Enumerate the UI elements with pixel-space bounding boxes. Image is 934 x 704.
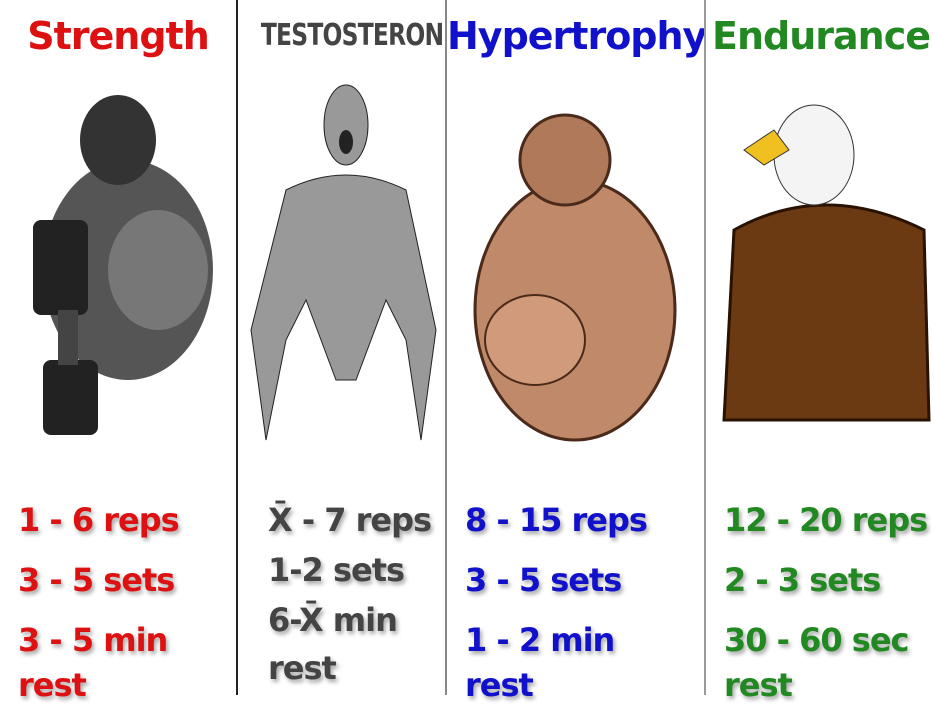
rest-label: rest <box>268 649 337 687</box>
rest-time-text: 6-X̄ min <box>268 601 398 639</box>
muscular-pitbull-image <box>473 113 677 442</box>
gorilla-with-dumbbell-image <box>33 95 213 435</box>
column-title: Strength <box>27 14 210 58</box>
column-strength: Strength 1 - 6 reps 3 - 5 sets 3 - 5 min… <box>0 0 236 704</box>
reps-text: 8 - 15 reps <box>465 501 648 539</box>
sets-text: 3 - 5 sets <box>465 561 622 599</box>
column-title: Hypertrophy <box>447 14 707 58</box>
training-stats: 1 - 6 reps 3 - 5 sets 3 - 5 min rest <box>18 500 180 704</box>
rest-label: rest <box>465 666 534 704</box>
rest-time-text: 30 - 60 sec <box>724 621 909 659</box>
training-stats: 8 - 15 reps 3 - 5 sets 1 - 2 min rest <box>465 500 648 704</box>
column-title: TESTOSTERONE <box>260 18 459 53</box>
rest-time-text: 3 - 5 min <box>18 621 168 659</box>
sets-text: 1-2 sets <box>268 551 405 589</box>
reps-text: X̄ - 7 reps <box>268 501 432 539</box>
rest-label: rest <box>18 666 87 704</box>
column-testosterone: TESTOSTERONE X̄ - 7 reps 1-2 sets 6-X̄ m… <box>236 0 459 695</box>
sets-text: 3 - 5 sets <box>18 561 175 599</box>
rest-time-text: 1 - 2 min <box>465 621 615 659</box>
column-hypertrophy: Hypertrophy 8 - 15 reps 3 - 5 sets 1 - 2… <box>445 0 707 704</box>
reps-text: 12 - 20 reps <box>724 501 928 539</box>
rest-label: rest <box>724 666 793 704</box>
muscular-eagle-image <box>722 104 931 422</box>
sets-text: 2 - 3 sets <box>724 561 881 599</box>
column-title: Endurance <box>712 14 931 58</box>
column-endurance: Endurance 12 - 20 reps 2 - 3 sets 30 - 6… <box>704 0 934 704</box>
reps-text: 1 - 6 reps <box>18 501 180 539</box>
grey-wojak-muscular-image <box>250 84 437 441</box>
training-stats: 12 - 20 reps 2 - 3 sets 30 - 60 sec rest <box>724 500 928 704</box>
training-stats: X̄ - 7 reps 1-2 sets 6-X̄ min rest <box>268 500 432 700</box>
